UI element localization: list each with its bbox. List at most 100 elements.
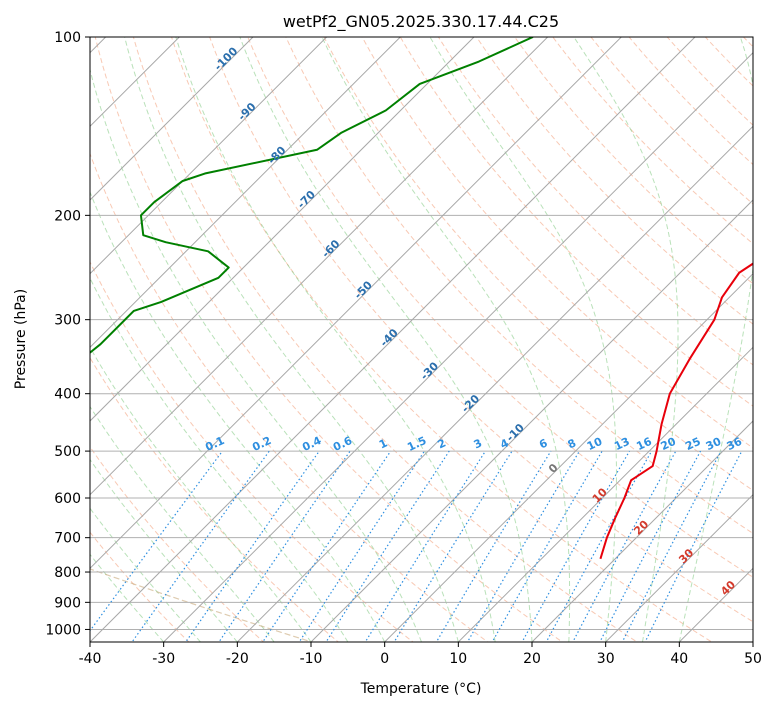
isotherm-label: -50: [352, 278, 375, 301]
y-tick-label: 300: [54, 313, 81, 329]
x-tick-label: -20: [226, 651, 249, 667]
x-tick-label: -10: [300, 651, 323, 667]
mixing-ratio-line: [325, 450, 450, 642]
warm-isotherm-label: 40: [718, 578, 738, 598]
x-axis-label: Temperature (°C): [360, 681, 482, 697]
y-tick-label: 700: [54, 531, 81, 547]
moist-adiabat: [678, 37, 753, 642]
moist-adiabat: [321, 37, 571, 642]
x-tick-label: 20: [523, 651, 541, 667]
dry-adiabat: [90, 260, 414, 642]
background-reference-lines: [0, 10, 753, 654]
moist-adiabat: [573, 37, 679, 642]
isotherm-gridline: [531, 420, 753, 642]
mixing-ratio-label: 2: [436, 436, 448, 451]
isotherm-gridline: [383, 272, 753, 642]
x-axis: -40 -30 -20 -10 0 10 20 30 40 50: [79, 642, 762, 667]
isotherm-gridline: [162, 51, 753, 642]
mixing-ratio-label: 36: [725, 435, 745, 453]
plot-frame: [89, 36, 754, 643]
isotherm-gridline: [90, 37, 254, 201]
isotherm-gridline: [90, 37, 696, 642]
mixing-ratio-line: [435, 450, 552, 642]
mixing-ratio-label: 13: [612, 435, 631, 453]
mixing-ratio-label: 16: [634, 435, 654, 453]
x-tick-label: -30: [152, 651, 175, 667]
warm-isotherm-label: 30: [676, 546, 696, 566]
y-tick-label: 400: [54, 387, 81, 403]
mixing-ratio-line: [262, 450, 392, 642]
isotherm-label: -40: [378, 326, 401, 349]
dry-adiabat: [94, 37, 564, 642]
y-axis: 1000 900 800 700 600 500 400 300 200 100: [45, 30, 90, 638]
dry-adiabat: [209, 37, 753, 623]
mixing-ratio-label: 8: [566, 436, 578, 451]
isotherm-gridline: [236, 125, 753, 642]
isotherm-gridline: [90, 37, 402, 349]
mixing-ratio-line: [545, 450, 653, 642]
x-tick-label: 10: [449, 651, 467, 667]
y-tick-label: 800: [54, 565, 81, 581]
warm-isotherm-label: 20: [631, 517, 651, 537]
moist-adiabat: [90, 405, 275, 642]
dry-adiabat: [90, 152, 489, 642]
isotherm-gridline: [0, 10, 59, 654]
dry-adiabat: [475, 37, 753, 325]
isotherm-label: -90: [235, 100, 258, 123]
mixing-ratio-line: [218, 450, 351, 642]
isotherm-gridline: [752, 641, 753, 642]
isotherm-gridline: [604, 493, 753, 642]
y-tick-label: 1000: [45, 622, 81, 638]
isotherm-label: -100: [212, 44, 241, 73]
moist-adiabat: [429, 37, 617, 642]
dry-adiabat: [90, 356, 340, 642]
moist-adiabat: [90, 507, 201, 642]
dry-adiabat: [132, 37, 638, 642]
dry-adiabat: [90, 531, 190, 642]
chart-title: wetPf2_GN05.2025.330.17.44.C25: [283, 12, 559, 32]
guide-curve: [90, 568, 314, 642]
mixing-ratio-line: [393, 450, 513, 642]
sounding-traces: [90, 37, 753, 560]
dry-adiabat: [514, 37, 753, 285]
isotherm-gridline: [90, 37, 328, 275]
moist-adiabat: [124, 37, 459, 642]
dewpoint-trace: [90, 37, 534, 354]
dry-adiabat: [170, 37, 713, 642]
dry-adiabat: [742, 37, 753, 48]
mixing-ratio-line: [599, 450, 702, 642]
isotherm-gridline: [90, 37, 623, 570]
isotherm-gridline: [457, 346, 753, 642]
mixing-ratio-line: [131, 450, 270, 642]
reference-line-labels: 0.1 0.2 0.4 0.6 1 1.5 2 3 4 6 8 10 13 16 20 25 30 36-100-…: [203, 44, 744, 598]
mixing-ratio-line: [491, 450, 603, 642]
mixing-ratio-line: [185, 450, 320, 642]
dry-adiabat: [590, 37, 753, 205]
x-tick-label: 50: [744, 651, 762, 667]
mixing-ratio-label: 10: [585, 435, 605, 453]
isotherm-gridline: [90, 37, 181, 128]
isotherm-label: -60: [319, 237, 342, 260]
y-tick-label: 100: [54, 30, 81, 46]
moist-adiabat: [175, 37, 496, 642]
warm-isotherm-label: 10: [590, 485, 610, 505]
moist-adiabat: [239, 37, 533, 642]
isotherm-label: -70: [295, 188, 318, 211]
dry-adiabat: [552, 37, 753, 245]
x-tick-label: 0: [380, 651, 389, 667]
mixing-ratio-label: 3: [472, 436, 484, 451]
mixing-ratio-line: [364, 450, 486, 642]
x-tick-label: -40: [79, 651, 102, 667]
mixing-ratio-line: [466, 450, 580, 642]
dry-adiabat: [399, 37, 753, 407]
mixing-ratio-line: [90, 450, 223, 632]
mixing-ratio-label: 6: [537, 436, 550, 451]
y-tick-label: 200: [54, 208, 81, 224]
mixing-ratio-label: 30: [704, 435, 724, 453]
dry-adiabat: [666, 37, 753, 126]
isotherm-gridline: [90, 37, 475, 422]
dry-adiabat: [704, 37, 753, 87]
y-tick-label: 600: [54, 491, 81, 507]
dry-adiabat: [285, 37, 753, 535]
